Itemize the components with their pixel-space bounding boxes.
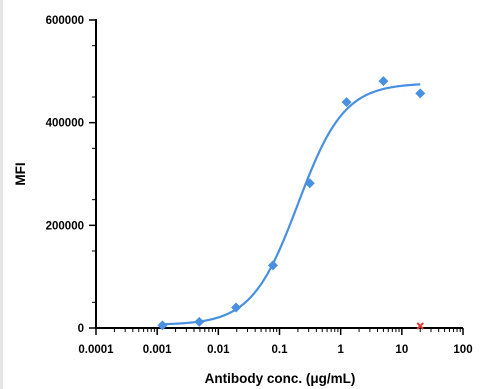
data-point-x <box>416 322 424 330</box>
x-tick-label: 100 <box>453 344 472 356</box>
tick-labels: 0.0001 0.001 0.01 0.1 1 10 100 0 200000 400000 600… <box>46 15 473 356</box>
left-edge-strip <box>0 0 3 389</box>
x-tick-label: 0.001 <box>143 344 172 356</box>
data-point <box>415 88 426 99</box>
y-tick-label: 600000 <box>46 15 84 27</box>
data-point <box>378 76 389 87</box>
y-tick-label: 0 <box>78 323 84 335</box>
x-tick-label: 0.01 <box>207 344 230 356</box>
y-tick-label: 200000 <box>46 220 84 232</box>
x-tick-label: 1 <box>337 344 344 356</box>
y-tick-label: 400000 <box>46 118 84 130</box>
data-point <box>231 302 242 313</box>
data-point <box>267 260 278 271</box>
y-axis-title: MFI <box>13 162 28 185</box>
fit-curve <box>162 83 421 326</box>
data-points <box>157 76 426 331</box>
x-tick-label: 0.1 <box>272 344 289 356</box>
y-axis-ticks <box>89 19 96 329</box>
x-axis-title: Antibody conc. (μg/mL) <box>205 371 356 386</box>
data-point <box>341 97 352 108</box>
fit-curves <box>162 83 421 326</box>
x-axis-ticks <box>95 328 464 335</box>
data-point <box>304 178 315 189</box>
x-tick-label: 0.0001 <box>78 344 114 356</box>
data-point <box>157 320 168 331</box>
data-point <box>194 316 205 327</box>
x-tick-label: 10 <box>395 344 408 356</box>
